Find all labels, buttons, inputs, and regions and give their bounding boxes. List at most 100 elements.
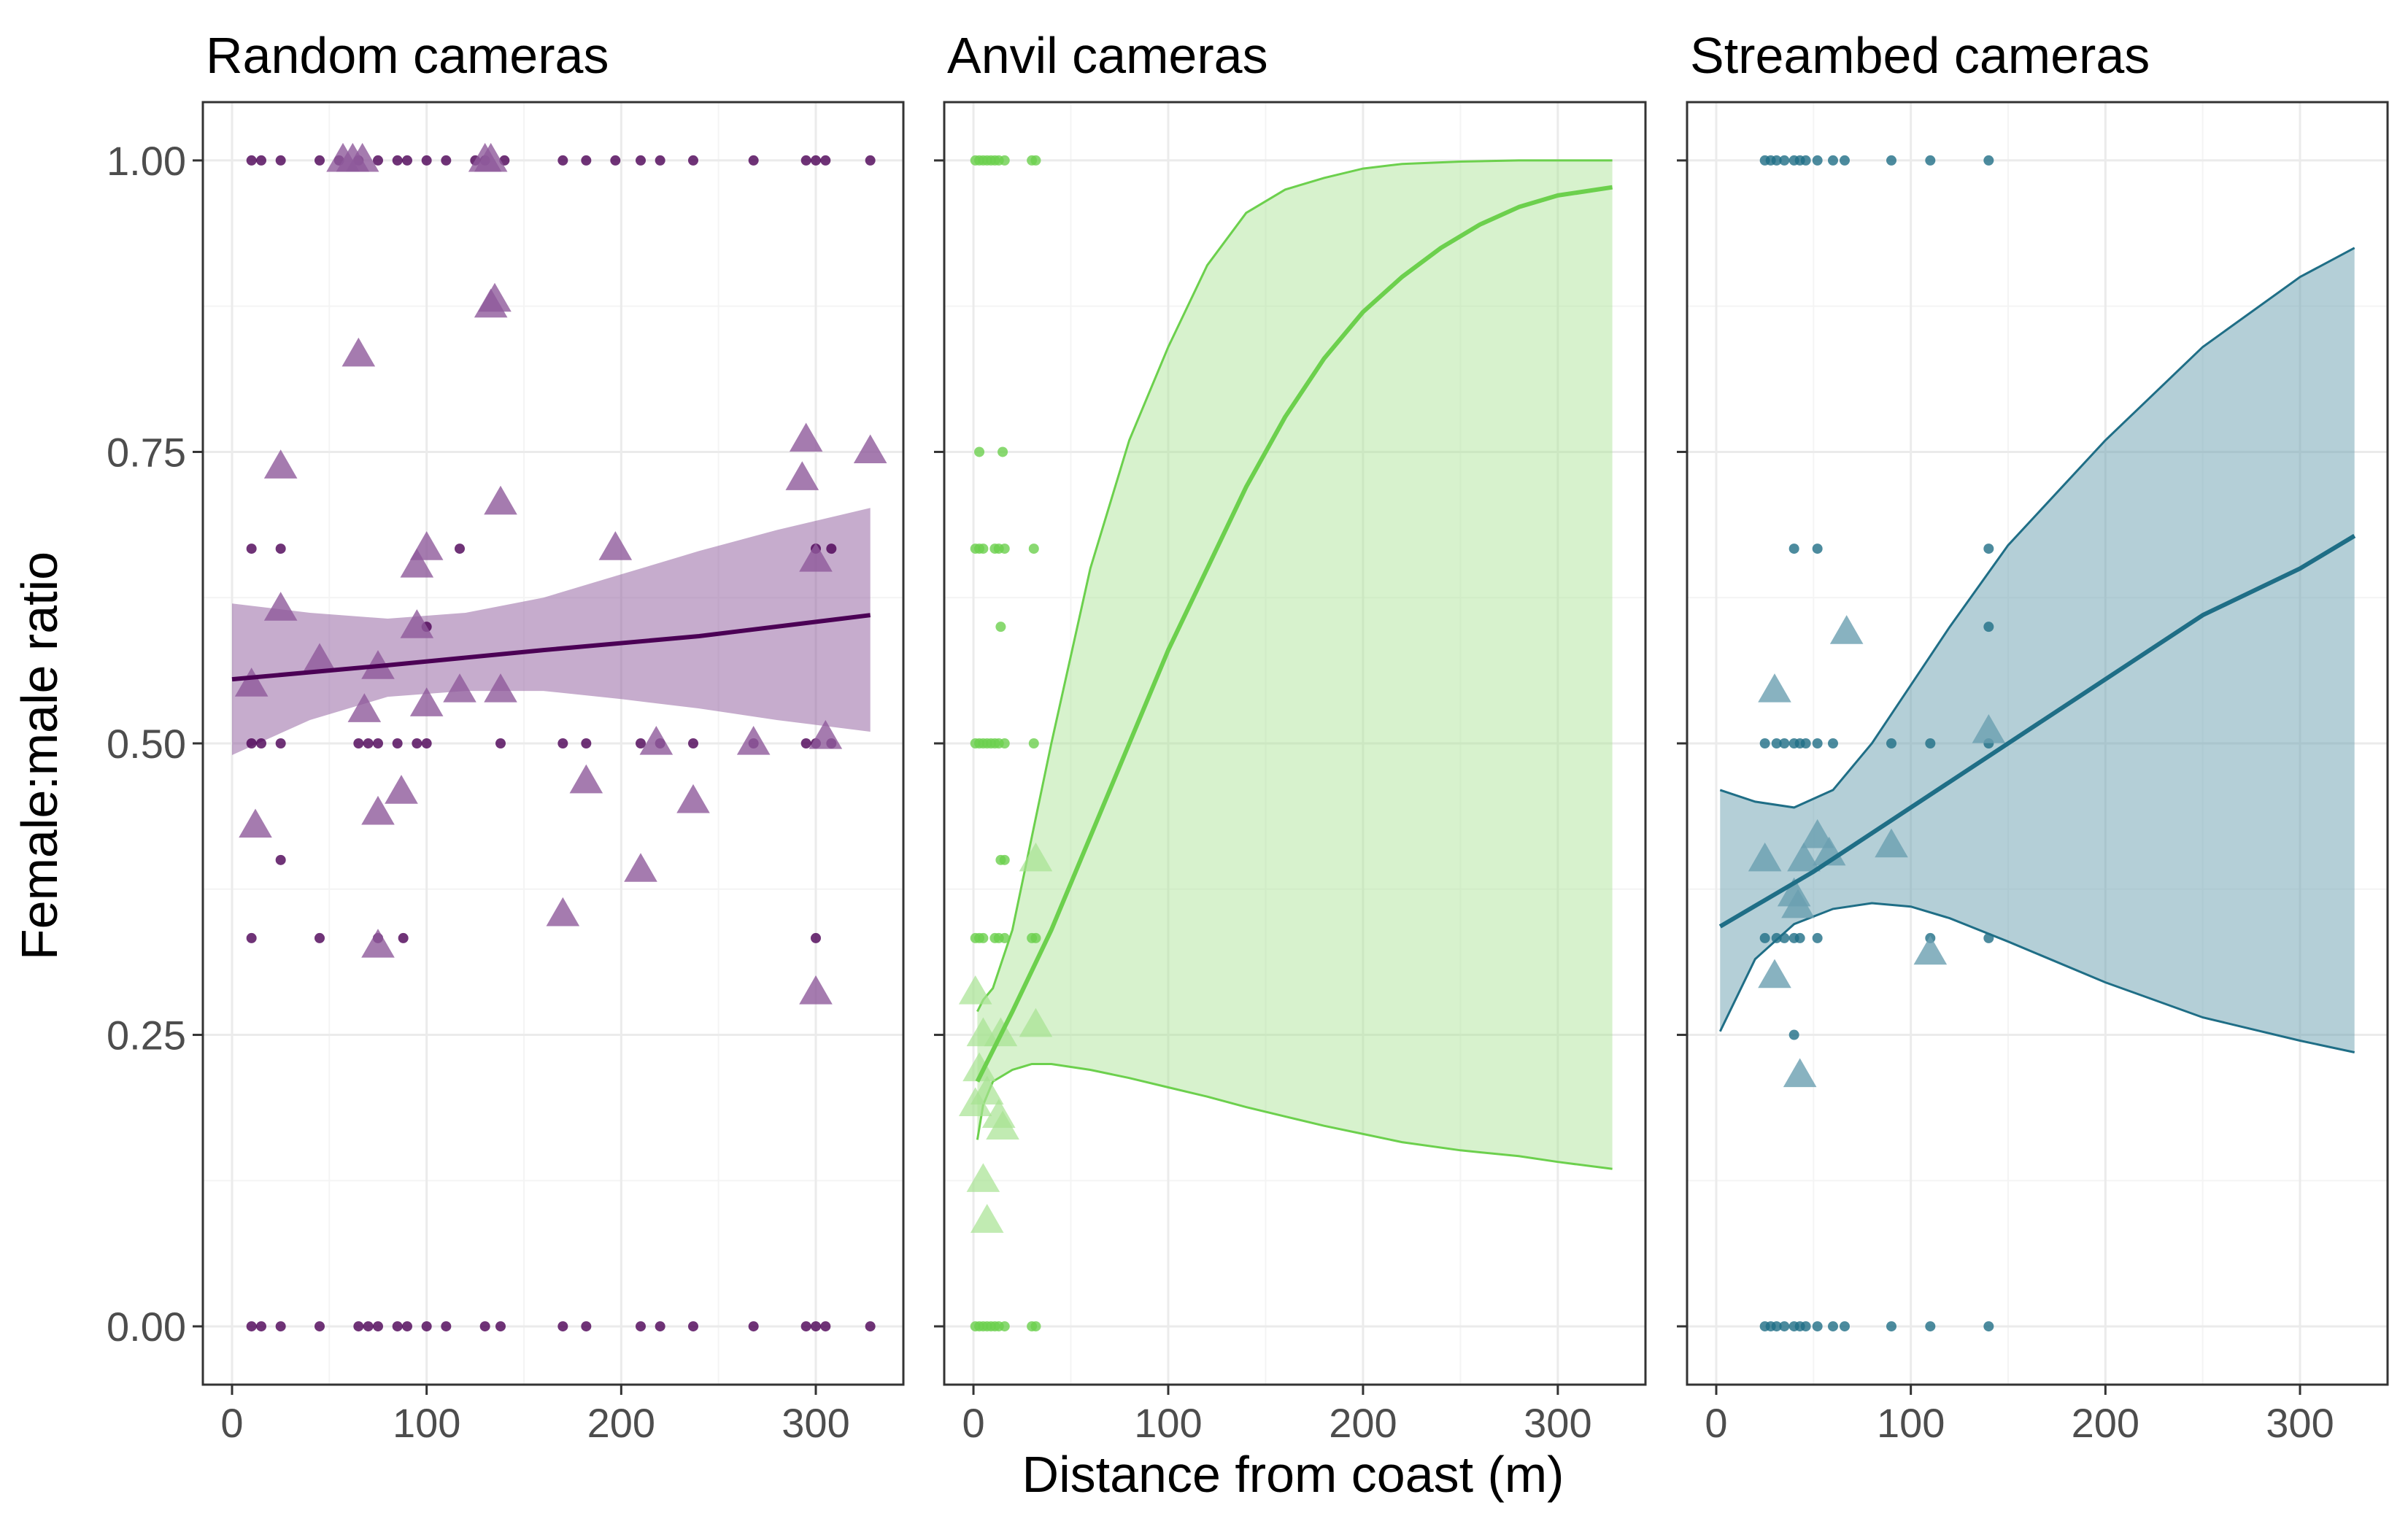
triangle-point [1019,1007,1053,1037]
triangle-point [1783,1058,1817,1088]
data-point [495,1321,506,1332]
data-point [412,738,422,748]
fit-line [231,613,871,682]
triangle-point [345,142,379,172]
triangle-point [341,337,376,367]
y-tick-label: 0.00 [107,1304,186,1350]
triangle-point [263,592,298,621]
data-point [1759,932,1770,943]
data-point [363,738,374,748]
data-point [610,155,621,166]
data-point [1925,155,1936,166]
data-point [748,155,759,166]
triangle-point [1781,889,1815,918]
data-point [1028,543,1039,554]
data-point [688,738,698,748]
data-point [441,155,452,166]
data-point [1812,738,1823,748]
data-point [1759,738,1770,748]
data-point [314,155,325,166]
data-point [820,155,831,166]
data-point [1771,155,1782,166]
confidence-ribbon [232,508,871,755]
data-point [811,155,821,166]
data-point [1983,543,1994,554]
x-tick-label: 300 [2266,1400,2334,1446]
data-point [353,738,364,748]
triangle-point [303,643,336,673]
triangle-point [853,434,887,464]
triangle-point [409,687,444,716]
data-point [275,1321,286,1332]
triangle-point [361,929,395,958]
x-axis-title: Distance from coast (m) [1022,1446,1564,1503]
data-point [1779,155,1790,166]
x-tick-label: 200 [2072,1400,2139,1446]
data-point [246,543,257,554]
x-tick-label: 200 [1329,1400,1397,1446]
data-point [256,1321,266,1332]
triangle-point [966,1163,1000,1192]
x-tick-label: 0 [220,1400,243,1446]
data-point [826,543,837,554]
data-point [402,155,412,166]
data-point [1840,155,1850,166]
data-point [246,932,257,943]
data-point [373,738,383,748]
triangle-point [986,1110,1019,1140]
data-point [1886,1321,1896,1332]
data-point [1925,1321,1936,1332]
data-point [314,1321,325,1332]
x-tick-label: 0 [1705,1400,1727,1446]
triangle-point [736,726,771,755]
data-point [974,446,985,457]
data-point [1983,622,1994,632]
data-point [800,738,811,748]
data-point [1779,932,1790,943]
data-point [1886,738,1896,748]
triangle-point [962,1052,996,1082]
data-point [820,1321,831,1332]
data-point [1983,932,1994,943]
triangle-point [785,461,819,490]
data-point [636,155,646,166]
panel-streambed-cameras: 0 100 200 300 Streambed cameras [1677,27,2389,1446]
data-point [1779,738,1790,748]
triangle-point [1913,935,1948,965]
triangle-point [1787,842,1821,872]
y-tick-label: 0.25 [107,1013,186,1059]
data-point [811,1321,821,1332]
triangle-point [970,1204,1004,1233]
data-point [1828,155,1838,166]
triangle-point [361,795,395,825]
data-point [256,155,266,166]
data-point [1812,543,1823,554]
triangle-point [546,897,580,926]
data-point [999,854,1010,865]
triangle-point [799,543,833,572]
triangle-point [569,764,603,794]
data-point [1983,155,1994,166]
data-point [557,155,568,166]
triangle-point [1748,842,1782,872]
data-point [1828,1321,1838,1332]
data-point [581,1321,592,1332]
triangle-point [1758,959,1791,989]
data-point [421,155,432,166]
data-point [1788,1029,1799,1040]
data-point [441,1321,452,1332]
triangle-point [789,422,823,452]
data-point [865,155,876,166]
data-point [995,622,1006,632]
data-point [811,932,821,943]
ribbon-lower-line [1718,902,2355,1053]
data-point [455,543,465,554]
triangle-point [1019,842,1053,872]
triangle-point [598,531,633,560]
triangle-point [239,808,272,838]
triangle-point [474,142,508,172]
confidence-ribbon [977,160,1613,1169]
triangle-point [484,673,517,703]
x-tick-label: 200 [587,1400,655,1446]
